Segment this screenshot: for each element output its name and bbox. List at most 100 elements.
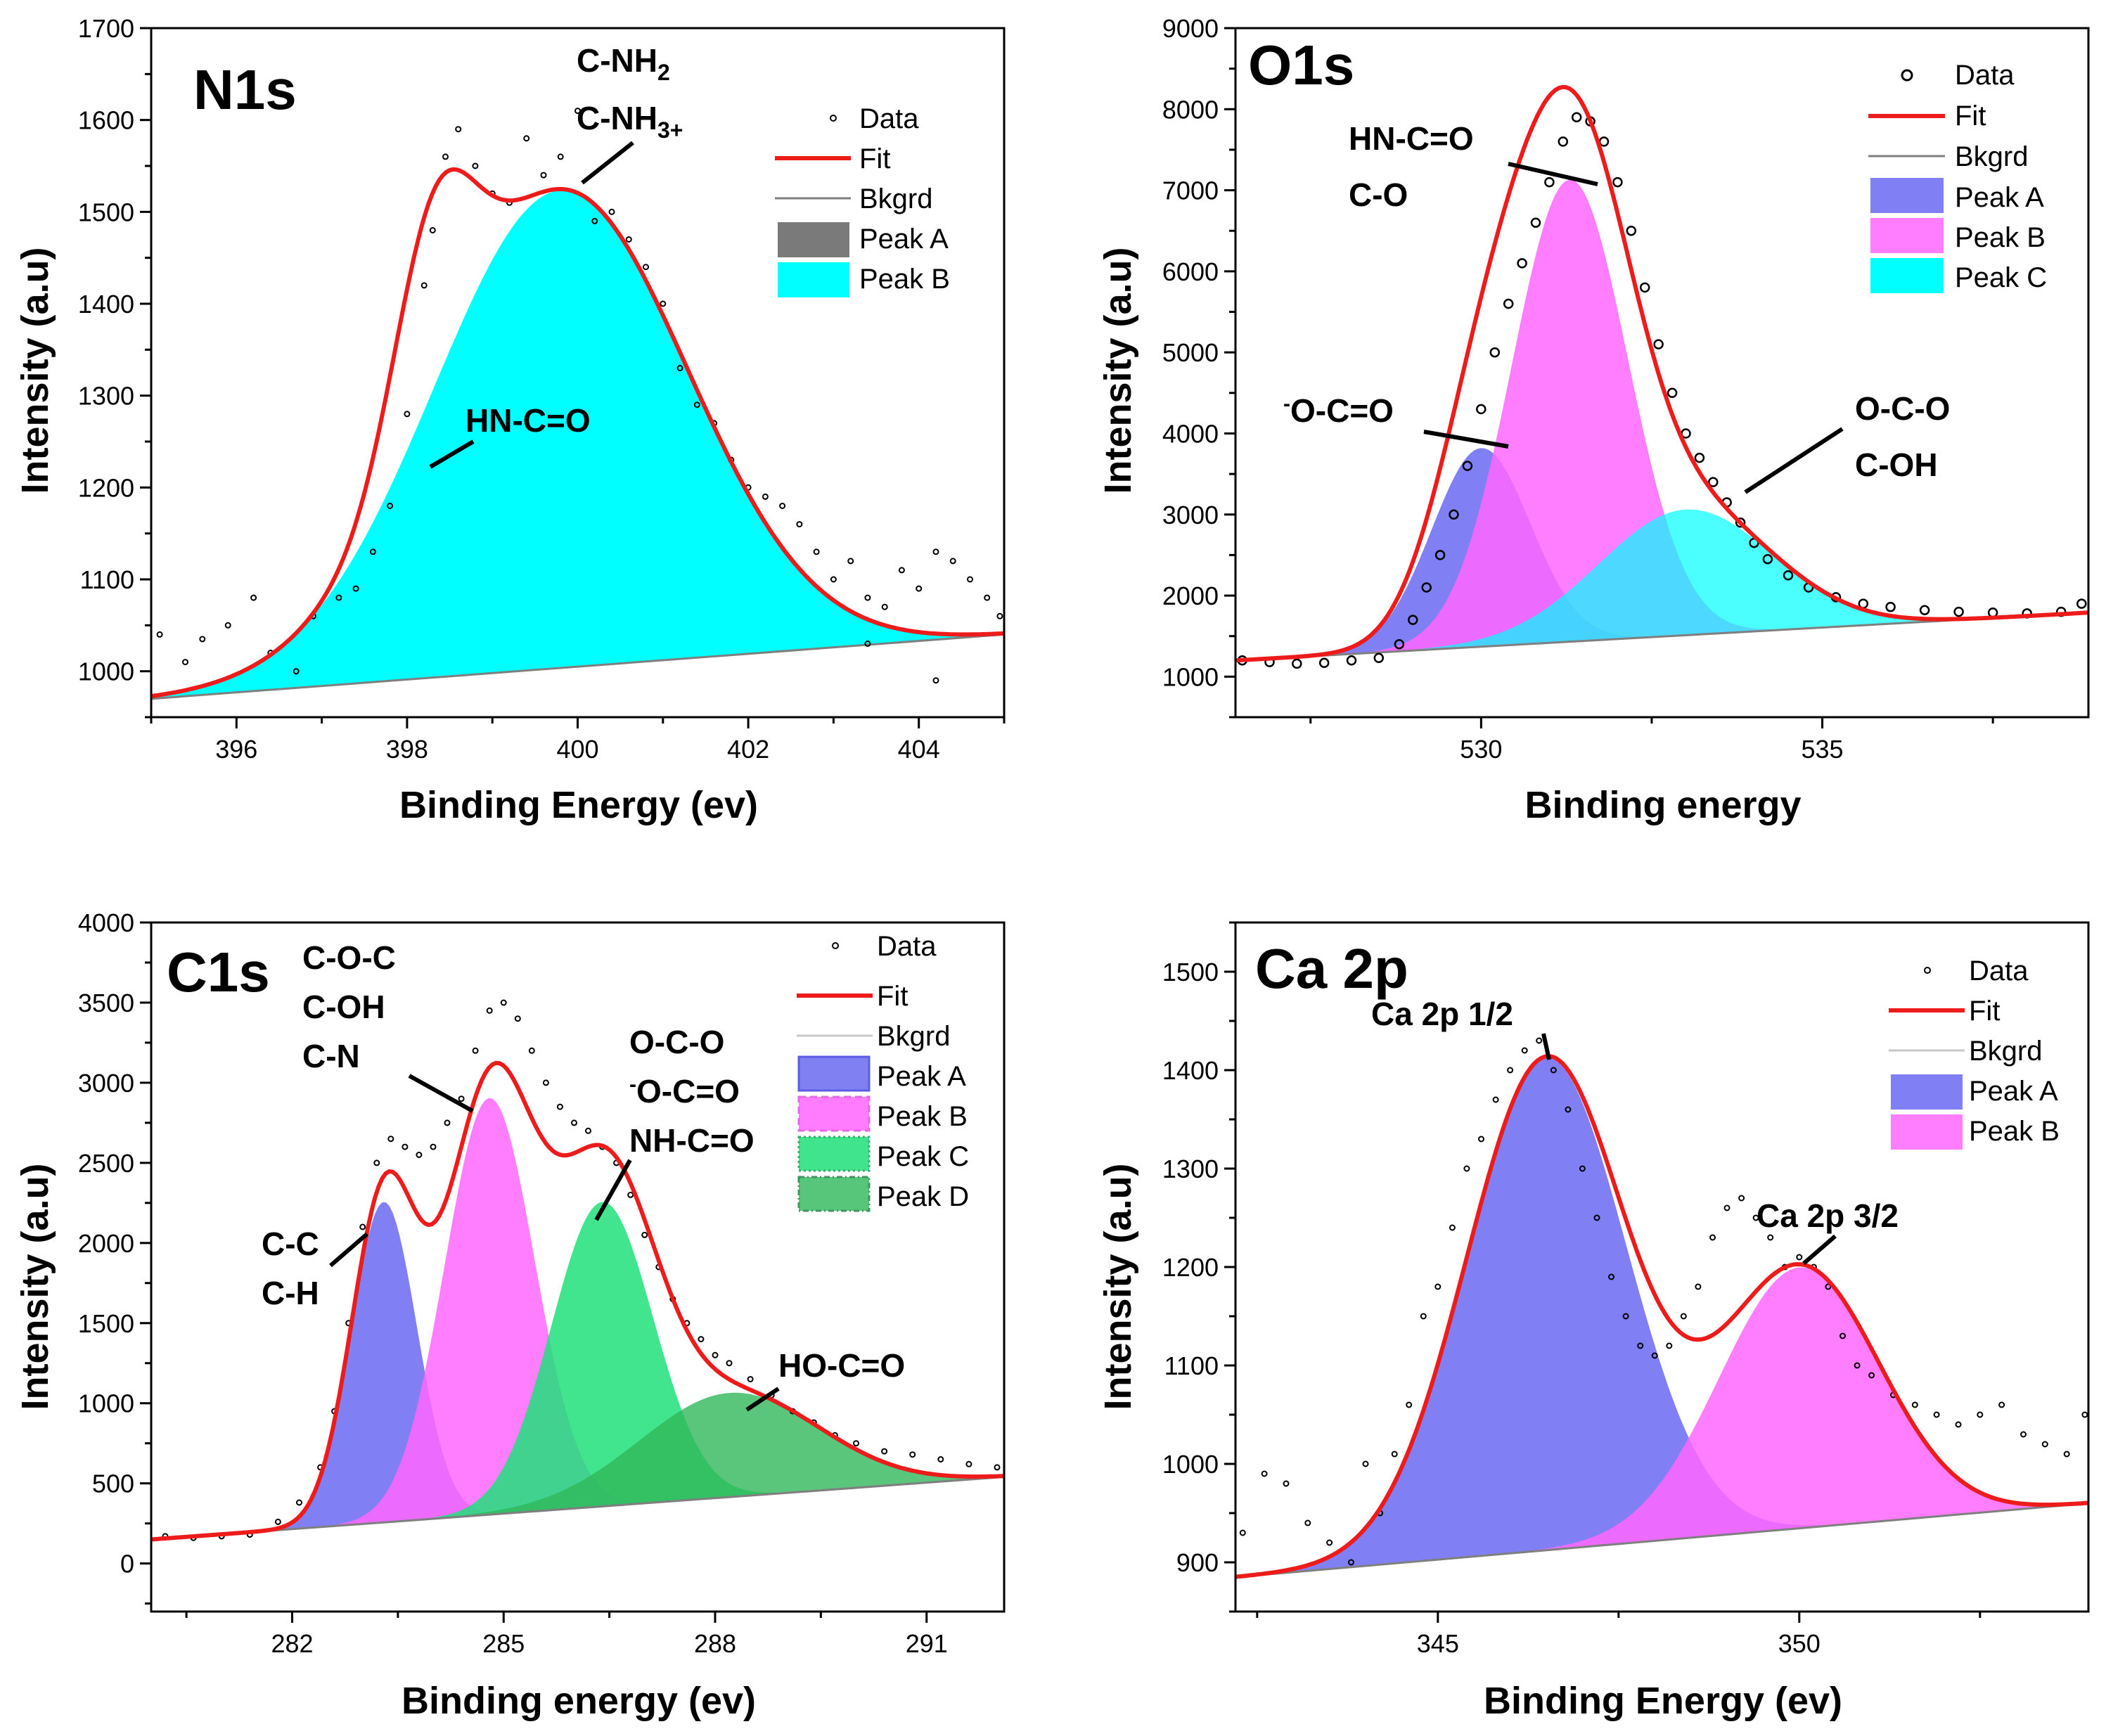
- c1s-panel-title: C1s: [167, 941, 270, 1003]
- ca2p-data-point: [1854, 1362, 1861, 1369]
- legend-label-data: Data: [1969, 956, 2029, 986]
- n1s-y-tick-label: 1000: [78, 657, 134, 686]
- ca2p-background-line: [1235, 1502, 2088, 1579]
- n1s-annotation-leader: [581, 141, 634, 185]
- ca2p-y-tick-label: 1300: [1162, 1155, 1219, 1183]
- ca2p-data-point: [1622, 1313, 1629, 1320]
- ca2p-data-point: [2041, 1441, 2048, 1448]
- c1s-y-tick-label: 1500: [78, 1309, 134, 1338]
- o1s-annotation-oco: -O-C=O: [1283, 392, 1509, 449]
- c1s-data-point: [373, 1159, 380, 1166]
- c1s-data-point: [500, 999, 507, 1006]
- c1s-plot: 282 285 288 291 0 500 1000 1500 2000 2500 3000 3500…: [78, 908, 1006, 1658]
- o1s-data-point: [1421, 582, 1432, 593]
- o1s-x-axis-label: Binding energy: [1524, 784, 1801, 826]
- o1s-panel-title: O1s: [1248, 34, 1354, 96]
- c1s-data-point: [556, 1103, 563, 1110]
- n1s-y-tick-label: 1600: [78, 106, 134, 135]
- n1s-x-axis-label: Binding Energy (ev): [399, 784, 758, 826]
- c1s-data-point: [296, 1499, 302, 1506]
- n1s-data-point: [156, 631, 163, 638]
- n1s-data-point: [608, 208, 615, 215]
- legend-label-peak-d: Peak D: [877, 1181, 969, 1212]
- o1s-data-point: [1762, 553, 1773, 565]
- c1s-background-line: [151, 1476, 1004, 1541]
- o1s-plot-area: [1235, 84, 2088, 669]
- c1s-x-tick-label: 291: [906, 1629, 948, 1658]
- o1s-y-tick-label: 7000: [1162, 176, 1219, 205]
- c1s-annotation-o-c-o: O-C-O: [629, 1024, 724, 1060]
- c1s-legend: Data Fit Bkgrd Peak A Peak B Peak C Peak…: [797, 931, 969, 1212]
- o1s-data-point: [1476, 404, 1487, 415]
- n1s-data-point: [932, 548, 939, 555]
- c1s-data-point: [528, 1047, 535, 1054]
- legend-marker-data: [832, 942, 839, 949]
- c1s-y-tick-label: 500: [92, 1470, 134, 1498]
- n1s-data-point: [523, 135, 530, 142]
- c1s-data-point: [514, 1015, 521, 1022]
- n1s-data-point: [420, 282, 428, 289]
- ca2p-data-point: [1695, 1283, 1702, 1290]
- n1s-plot: 396 398 400 402 404 1000 1100 1200 1300 1400 1500 1…: [78, 14, 1006, 764]
- o1s-data-point: [1639, 282, 1650, 293]
- legend-label-peak-b: Peak B: [1969, 1116, 2060, 1147]
- o1s-data-point: [1885, 601, 1896, 612]
- n1s-data-point: [864, 594, 871, 601]
- n1s-data-point: [293, 668, 300, 675]
- o1s-data-point: [2076, 598, 2087, 609]
- c1s-annotation-ho-c-o: HO-C=O: [778, 1347, 905, 1384]
- o1s-data-point: [1434, 550, 1446, 560]
- c1s-annotation-leader: [408, 1074, 474, 1113]
- o1s-data-point: [1558, 136, 1569, 147]
- legend-swatch-peak-a: [778, 222, 849, 257]
- legend-label-bkgrd: Bkgrd: [859, 184, 933, 214]
- n1s-fit-line: [151, 167, 1004, 699]
- n1s-data-point: [199, 636, 206, 643]
- n1s-x-tick-label: 400: [556, 735, 598, 764]
- o1s-data-point: [1449, 509, 1459, 520]
- ca2p-data-point: [1752, 1214, 1759, 1221]
- o1s-plot: 530 535 1000 2000 3000 4000 5000 6000 7000 8000 90…: [1162, 14, 2090, 764]
- c1s-data-point: [416, 1152, 423, 1158]
- ca2p-data-point: [1933, 1411, 1940, 1418]
- n1s-y-tick-label: 1200: [78, 473, 134, 502]
- o1s-annotation-leader: [1423, 430, 1509, 449]
- o1s-annotation-leader: [1744, 427, 1844, 494]
- o1s-y-tick-label: 1000: [1162, 662, 1219, 691]
- o1s-data-point: [1626, 225, 1637, 236]
- ca2p-y-tick-label: 1500: [1162, 958, 1219, 986]
- o1s-x-tick-label: 530: [1460, 735, 1502, 764]
- n1s-data-point: [830, 576, 837, 583]
- legend-label-peak-a: Peak A: [1955, 182, 2044, 213]
- o1s-x-tick-label: 535: [1802, 735, 1844, 764]
- o1s-data-point: [1612, 176, 1623, 188]
- ca2p-peak-a: [1235, 1057, 2088, 1577]
- c1s-x-tick-label: 282: [271, 1629, 313, 1658]
- ca2p-annotation-leader: [1802, 1234, 1837, 1266]
- o1s-data-point: [1373, 652, 1385, 664]
- n1s-data-point: [813, 548, 820, 555]
- c1s-annotation-cc: C-C C-H: [262, 1226, 368, 1311]
- ca2p-data-point: [1998, 1401, 2005, 1408]
- legend-label-fit: Fit: [1969, 996, 2000, 1027]
- n1s-data-point: [660, 300, 667, 307]
- n1s-data-point: [352, 585, 359, 592]
- legend-label-bkgrd: Bkgrd: [1969, 1036, 2043, 1067]
- c1s-data-point: [712, 1351, 719, 1358]
- legend-swatch-peak-c: [797, 1136, 871, 1172]
- ca2p-y-axis-label: Intensity (a.u): [1097, 1163, 1139, 1410]
- o1s-data-point: [1408, 615, 1418, 625]
- ca2p-data-point: [1767, 1234, 1774, 1241]
- o1s-data-point: [1919, 605, 1930, 616]
- n1s-peak-b: [151, 190, 1004, 699]
- ca2p-data-point: [1239, 1529, 1246, 1536]
- c1s-y-tick-label: 3000: [78, 1069, 134, 1098]
- ca2p-data-point: [1666, 1342, 1673, 1349]
- c1s-annotation-leader: [745, 1387, 780, 1412]
- n1s-data-point: [369, 548, 376, 555]
- legend-label-bkgrd: Bkgrd: [877, 1021, 951, 1052]
- n1s-data-point: [557, 153, 564, 160]
- c1s-annotation-c-c: C-C: [262, 1226, 319, 1262]
- c1s-data-point: [387, 1136, 394, 1143]
- c1s-annotation-cocohcn: C-O-C C-OH C-N: [302, 939, 474, 1113]
